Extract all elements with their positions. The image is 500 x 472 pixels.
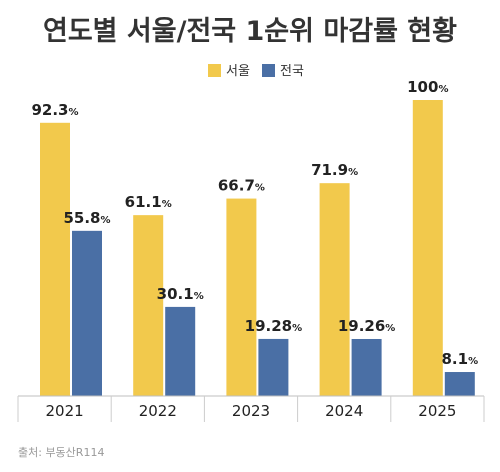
- value-label-2022-2: 30.1%: [157, 285, 204, 303]
- bar-2022-2: [165, 306, 196, 396]
- value-label-2021-1: 92.3%: [31, 101, 78, 119]
- value-labels: 92.3% 55.8% 61.1% 30.1% 66.7% 19.28% 71.9% 19.2…: [31, 78, 478, 368]
- x-tick-label-2024: 2024: [325, 402, 363, 420]
- value-label-2023-1: 66.7%: [218, 177, 265, 195]
- value-label-2025-1: 100%: [407, 78, 448, 96]
- x-tick-label-2023: 2023: [232, 402, 270, 420]
- legend-swatch-2: [262, 64, 275, 77]
- bar-2025-1: [412, 100, 443, 396]
- x-axis-ticks: 2021 2022 2023 2024 2025: [17, 396, 485, 422]
- value-label-2023-2: 19.28%: [245, 317, 302, 335]
- bar-2023-1: [226, 198, 257, 396]
- bar-2021-2: [72, 230, 102, 396]
- x-tick-label-2025: 2025: [418, 402, 456, 420]
- bar-2024-2: [351, 338, 382, 396]
- bars: [40, 100, 475, 397]
- source-note: 출처: 부동산R114: [18, 446, 104, 459]
- value-label-2024-2: 19.26%: [338, 317, 395, 335]
- bar-2022-1: [133, 215, 164, 396]
- bar-2025-2: [444, 372, 475, 396]
- legend-label-1: 서울: [226, 64, 250, 79]
- bar-2024-1: [319, 183, 350, 396]
- value-label-2021-2: 55.8%: [63, 209, 110, 227]
- legend-label-2: 전국: [280, 64, 304, 79]
- bar-2021-1: [40, 122, 70, 397]
- x-tick-label-2021: 2021: [46, 402, 84, 420]
- x-tick-label-2022: 2022: [139, 402, 177, 420]
- value-label-2025-2: 8.1%: [441, 350, 478, 368]
- bar-2023-2: [258, 338, 289, 396]
- legend: 서울 전국: [208, 64, 304, 79]
- chart-title: 연도별 서울/전국 1순위 마감률 현황: [43, 16, 457, 47]
- legend-swatch-1: [208, 64, 221, 77]
- value-label-2024-1: 71.9%: [311, 161, 358, 179]
- value-label-2022-1: 61.1%: [125, 193, 172, 211]
